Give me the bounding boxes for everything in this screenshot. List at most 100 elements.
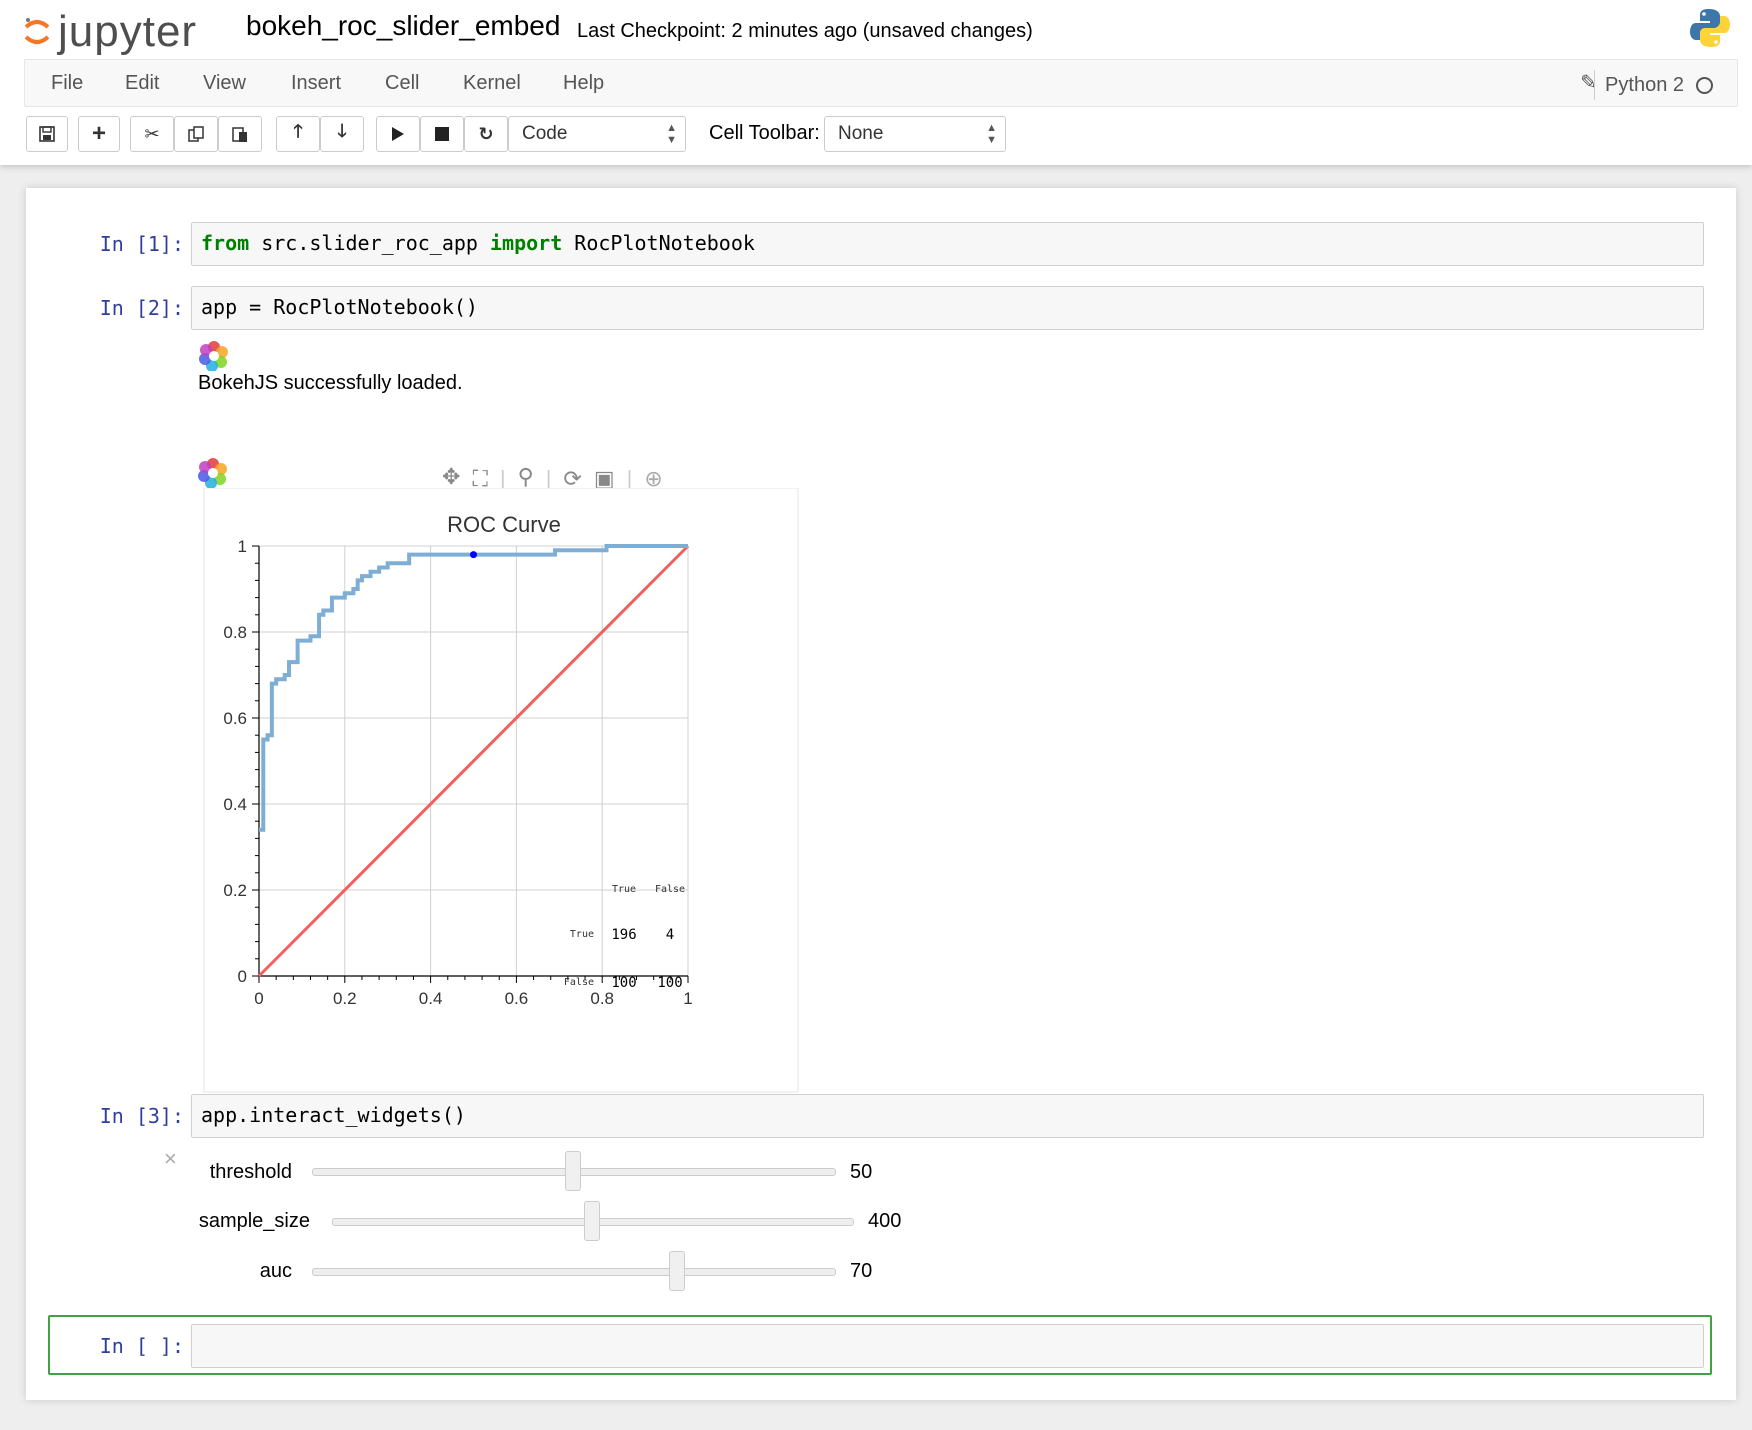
confusion-row-label: False <box>564 977 594 988</box>
reset-tool-icon[interactable]: ⟳ <box>563 466 582 491</box>
insert-cell-button[interactable]: + <box>78 116 120 152</box>
bokeh-logo-icon <box>199 341 228 371</box>
chance-line <box>257 544 690 978</box>
stop-icon <box>435 127 449 141</box>
copy-icon <box>188 126 204 142</box>
cell-toolbar-value: None <box>838 123 884 144</box>
interrupt-button[interactable] <box>420 116 464 152</box>
restart-button[interactable]: ↻ <box>464 116 508 152</box>
menubar: File Edit View Insert Cell Kernel Help ✎… <box>24 59 1738 107</box>
confusion-cell: 4 <box>666 927 674 943</box>
code-cell-input[interactable] <box>191 1324 1704 1368</box>
run-button[interactable] <box>376 116 420 152</box>
cell-output-text: BokehJS successfully loaded. <box>198 372 463 394</box>
edit-mode-pencil-icon: ✎ <box>1580 72 1597 94</box>
cell-type-select[interactable]: Code ▲ ▼ <box>508 116 686 152</box>
cut-button[interactable]: ✂ <box>130 116 174 152</box>
menu-help[interactable]: Help <box>563 72 605 94</box>
kernel-separator <box>1594 70 1596 100</box>
x-tick-label: 1 <box>683 989 692 1008</box>
paste-icon <box>232 127 247 142</box>
code-keyword: from <box>201 231 250 255</box>
notebook-name[interactable]: bokeh_roc_slider_embed <box>246 10 561 41</box>
y-tick-label: 0.8 <box>223 623 247 642</box>
toolbar-divider: | <box>626 466 633 491</box>
arrow-down-icon: 🡓 <box>337 121 347 141</box>
jupyter-logo[interactable]: jupyter <box>24 7 198 56</box>
notebook-header: jupyter bokeh_roc_slider_embed Last Chec… <box>0 0 1752 165</box>
menu-cell[interactable]: Cell <box>385 72 420 94</box>
close-widgets-icon[interactable]: × <box>164 1146 177 1171</box>
selected-cell[interactable] <box>48 1315 1712 1375</box>
slider-value: 50 <box>850 1161 873 1183</box>
chart-grid <box>259 545 689 976</box>
y-tick-label: 0.2 <box>223 881 247 900</box>
kernel-idle-icon <box>1696 76 1713 94</box>
kernel-name[interactable]: Python 2 <box>1605 73 1684 96</box>
code-cell-input[interactable]: app.interact_widgets() <box>191 1094 1704 1138</box>
slider-label: sample_size <box>198 1210 310 1232</box>
x-tick-label: 0.4 <box>419 989 443 1008</box>
toolbar-divider: | <box>545 466 552 491</box>
cell-prompt: In [ ]: <box>99 1334 184 1358</box>
save-button[interactable] <box>26 116 68 152</box>
hover-tool-icon[interactable]: ⊕ <box>644 466 663 491</box>
toolbar-divider: | <box>499 466 506 491</box>
y-tick-label: 1 <box>238 537 247 556</box>
box-zoom-tool-icon[interactable]: ⛶ <box>472 466 488 491</box>
y-tick-label: 0.6 <box>223 709 247 728</box>
bokeh-logo-icon <box>198 458 227 488</box>
confusion-cell: 196 <box>611 927 636 943</box>
x-tick-label: 0.8 <box>590 989 614 1008</box>
slider-handle[interactable] <box>669 1251 686 1291</box>
slider-handle[interactable] <box>584 1201 600 1241</box>
menu-file[interactable]: File <box>51 72 84 94</box>
plot-frame <box>203 488 799 1093</box>
code-cell-input[interactable]: app = RocPlotNotebook() <box>191 286 1704 330</box>
checkpoint-status: Last Checkpoint: 2 minutes ago (unsaved … <box>577 20 1033 42</box>
jupyter-logo-text: jupyter <box>58 7 198 56</box>
paste-button[interactable] <box>218 116 262 152</box>
cell-prompt: In [1]: <box>99 232 184 256</box>
cell-toolbar-select[interactable]: None ▲ ▼ <box>824 116 1006 152</box>
slider-handle[interactable] <box>565 1151 581 1191</box>
confusion-cell: 100 <box>611 975 636 991</box>
slider-track[interactable] <box>312 1268 836 1276</box>
code-cell-input[interactable]: from src.slider_roc_app import RocPlotNo… <box>191 222 1704 266</box>
move-up-button[interactable]: 🡑 <box>276 116 320 152</box>
notebook-container: In [1]: from src.slider_roc_app import R… <box>26 188 1736 1400</box>
save-tool-icon[interactable]: ▣ <box>593 466 615 491</box>
move-down-button[interactable]: 🡓 <box>320 116 364 152</box>
roc-chart: ROC Curve 0 0.2 0.4 0.6 0.8 1 0 0.2 0.4 0.6 0.8 1 T… <box>203 488 799 1093</box>
slider-value: 70 <box>850 1260 873 1282</box>
menu-insert[interactable]: Insert <box>291 72 342 94</box>
menu-view[interactable]: View <box>203 72 246 94</box>
x-tick-label: 0.6 <box>505 989 529 1008</box>
play-icon <box>392 127 404 141</box>
arrow-up-icon: 🡑 <box>293 121 303 141</box>
jupyter-orbit-icon <box>24 18 50 44</box>
chart-title: ROC Curve <box>447 512 561 537</box>
notebook-toolbar: + ✂ 🡑 🡓 ↻ Code ▲ ▼ Cell Toolbar: None ▲ ▼ <box>26 116 1726 154</box>
cell-prompt: In [2]: <box>99 296 184 320</box>
menu-edit[interactable]: Edit <box>125 72 160 94</box>
cell-type-value: Code <box>522 123 568 144</box>
chart-series <box>257 544 690 978</box>
cell-prompt: In [3]: <box>99 1104 184 1128</box>
kernel-indicator: Python 2 <box>1594 70 1713 100</box>
menu-kernel[interactable]: Kernel <box>463 72 521 94</box>
confusion-col-header: False <box>655 884 685 895</box>
plot-toolbar: ✥ ⛶ | ⚲ | ⟳ ▣ | ⊕ <box>442 464 663 494</box>
copy-button[interactable] <box>174 116 218 152</box>
select-arrows-icon: ▲ ▼ <box>986 122 997 146</box>
save-icon <box>39 126 55 142</box>
code-text: RocPlotNotebook <box>562 231 755 255</box>
cell-toolbar-label: Cell Toolbar: <box>709 122 820 144</box>
threshold-point <box>470 551 477 559</box>
bokeh-plot: ✥ ⛶ | ⚲ | ⟳ ▣ | ⊕ ROC Curve 0 0.2 0.4 0.6 0.… <box>198 458 838 1093</box>
python-logo-icon <box>1690 9 1730 47</box>
confusion-row-label: True <box>570 929 594 940</box>
scissors-icon: ✂ <box>144 123 160 144</box>
confusion-col-header: True <box>612 884 636 895</box>
code-text: app = RocPlotNotebook() <box>201 295 478 319</box>
